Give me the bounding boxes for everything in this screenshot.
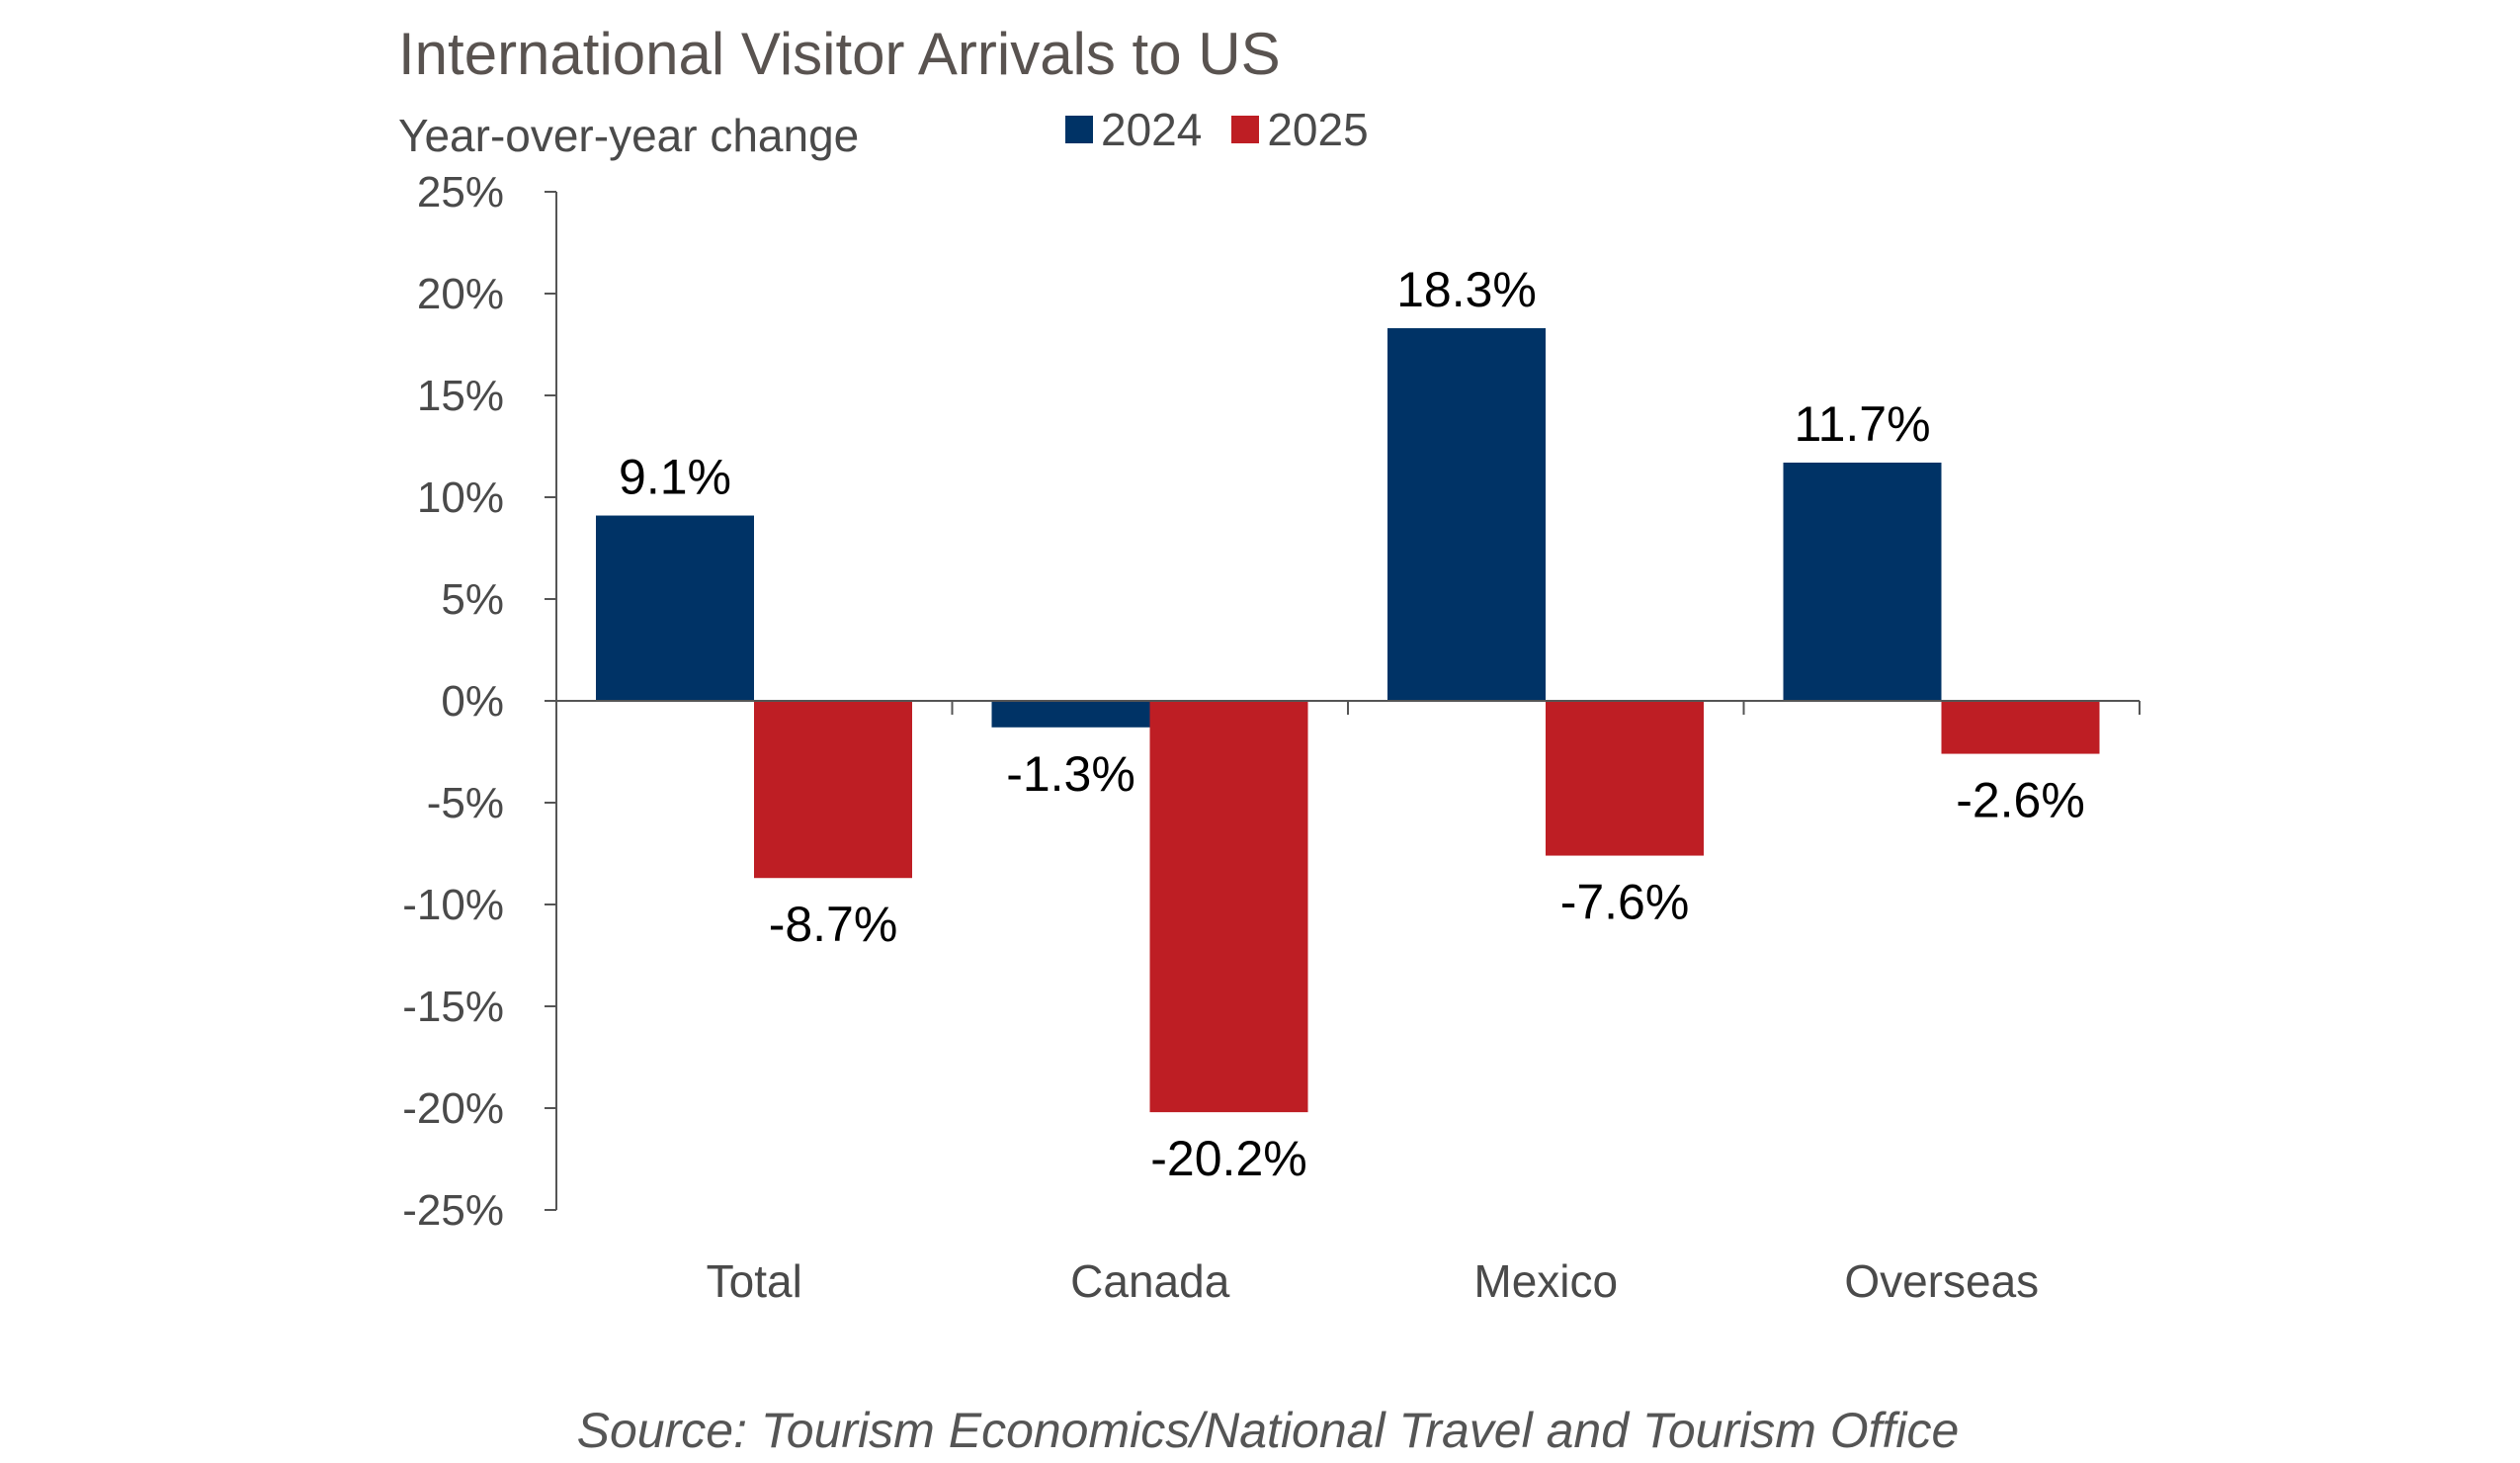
- y-tick-label: 0%: [441, 677, 504, 726]
- bar-2024-canada: [991, 701, 1150, 728]
- y-tick-label: 10%: [417, 473, 504, 522]
- y-tick-label: -5%: [427, 779, 504, 827]
- category-label: Overseas: [1844, 1255, 2039, 1307]
- legend-item-2024: 2024: [1065, 103, 1202, 156]
- y-tick-label: 25%: [417, 168, 504, 216]
- y-tick-label: 5%: [441, 575, 504, 624]
- bar-2025-canada: [1149, 701, 1308, 1113]
- bar-2024-overseas: [1783, 462, 1942, 701]
- data-label: 9.1%: [619, 450, 731, 505]
- data-label: -1.3%: [1006, 746, 1135, 802]
- bar-2025-mexico: [1546, 701, 1704, 856]
- y-tick-label: 15%: [417, 372, 504, 420]
- category-label: Total: [707, 1255, 802, 1307]
- y-tick-label: -10%: [402, 881, 504, 929]
- legend-swatch-2025: [1231, 116, 1260, 143]
- legend-swatch-2024: [1065, 116, 1093, 143]
- data-label: 11.7%: [1794, 396, 1930, 452]
- chart-title: International Visitor Arrivals to US: [398, 21, 1281, 87]
- y-axis-label: Year-over-year change: [398, 110, 860, 161]
- data-label: 18.3%: [1396, 262, 1537, 317]
- y-tick-label: -15%: [402, 983, 504, 1031]
- bar-2025-overseas: [1941, 701, 2100, 754]
- y-tick-label: -20%: [402, 1084, 504, 1133]
- y-tick-label: -25%: [402, 1186, 504, 1235]
- bar-2024-total: [596, 515, 754, 701]
- data-label: -20.2%: [1150, 1131, 1306, 1186]
- bar-2024-mexico: [1387, 328, 1546, 701]
- legend-label-2024: 2024: [1101, 104, 1203, 155]
- legend: 2024 2025: [1065, 103, 1369, 156]
- data-label: -7.6%: [1560, 875, 1690, 930]
- legend-label-2025: 2025: [1267, 104, 1369, 155]
- bar-2025-total: [754, 701, 912, 879]
- source-note: Source: Tourism Economics/National Trave…: [576, 1403, 1960, 1458]
- category-label: Canada: [1070, 1255, 1230, 1307]
- category-label: Mexico: [1473, 1255, 1618, 1307]
- data-label: -2.6%: [1956, 773, 2085, 828]
- y-tick-label: 20%: [417, 270, 504, 318]
- data-label: -8.7%: [769, 897, 898, 952]
- legend-item-2025: 2025: [1231, 103, 1369, 156]
